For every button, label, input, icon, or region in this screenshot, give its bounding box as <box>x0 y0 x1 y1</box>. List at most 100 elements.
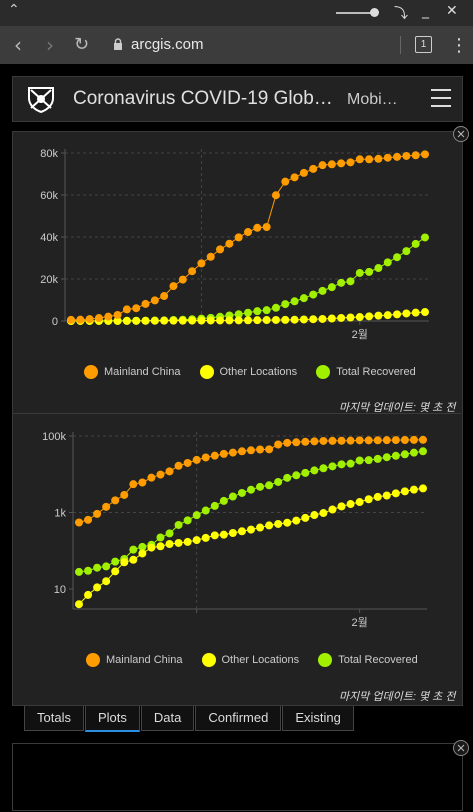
chevron-up-icon[interactable]: ⌃ <box>8 2 20 18</box>
legend-item-mainland-china[interactable]: Mainland China <box>86 653 182 667</box>
data-point <box>327 314 336 323</box>
data-point <box>120 558 129 567</box>
legend-dot-icon <box>316 365 331 379</box>
data-point <box>283 473 292 482</box>
data-point <box>225 316 234 325</box>
legend-item-other-locations[interactable]: Other Locations <box>199 365 297 379</box>
data-point <box>129 545 138 554</box>
data-point <box>201 533 210 542</box>
data-point <box>318 314 327 323</box>
data-point <box>310 437 319 446</box>
data-point <box>206 316 215 325</box>
close-icon[interactable]: ✕ <box>446 3 458 19</box>
data-point <box>301 468 310 477</box>
y-tick-label: 1k <box>54 507 66 519</box>
data-point <box>156 533 165 542</box>
legend-label: Mainland China <box>104 365 181 378</box>
data-point <box>319 436 328 445</box>
rotate-icon[interactable]: ⤵ <box>394 6 408 22</box>
data-point <box>244 316 252 325</box>
legend-label: Total Recovered <box>338 653 418 666</box>
more-options-icon[interactable]: ⋮ <box>450 35 468 56</box>
data-point <box>337 313 346 322</box>
panel-tabs: Totals Plots Data Confirmed Existing <box>24 706 355 732</box>
forward-icon[interactable]: › <box>46 33 54 57</box>
minimize-icon[interactable]: _ <box>422 3 429 19</box>
legend-item-total-recovered[interactable]: Total Recovered <box>316 365 416 379</box>
legend-item-other-locations[interactable]: Other Locations <box>201 653 299 667</box>
data-point <box>147 543 156 552</box>
legend-item-total-recovered[interactable]: Total Recovered <box>318 653 418 667</box>
legend-item-mainland-china[interactable]: Mainland China <box>84 365 180 379</box>
data-point <box>188 316 197 325</box>
data-point <box>183 458 192 467</box>
hamburger-menu-icon[interactable] <box>431 89 451 107</box>
data-point <box>411 239 420 248</box>
y-tick-label: 10 <box>54 584 66 596</box>
legend-top: Mainland China Other Locations Total Rec… <box>84 365 432 379</box>
data-point <box>262 306 271 315</box>
data-point <box>421 150 429 159</box>
data-point <box>201 453 210 462</box>
data-point <box>216 245 225 254</box>
data-point <box>383 258 392 267</box>
tab-totals[interactable]: Totals <box>24 706 84 731</box>
data-point <box>122 305 131 314</box>
back-icon[interactable]: ‹ <box>14 33 22 57</box>
data-point <box>265 445 274 454</box>
data-point <box>309 164 318 173</box>
data-point <box>411 151 420 160</box>
legend-dot-icon <box>199 365 214 379</box>
y-tick-label: 40k <box>40 232 58 244</box>
chart-divider <box>12 413 461 414</box>
data-point <box>219 449 228 458</box>
data-point <box>382 436 391 445</box>
data-point <box>75 567 83 576</box>
data-point <box>178 316 187 325</box>
data-point <box>219 496 228 505</box>
tab-confirmed[interactable]: Confirmed <box>195 706 282 731</box>
x-tick-label: 2월 <box>352 616 368 629</box>
volume-slider-knob[interactable] <box>370 8 379 17</box>
data-point <box>265 481 274 490</box>
data-point <box>113 316 122 325</box>
data-point <box>382 453 391 462</box>
data-point <box>85 315 94 324</box>
data-point <box>256 445 265 454</box>
data-point <box>409 485 418 494</box>
tab-existing[interactable]: Existing <box>282 706 354 731</box>
data-point <box>129 555 138 564</box>
data-point <box>421 233 429 242</box>
data-point <box>210 531 219 540</box>
data-point <box>192 455 201 464</box>
y-tick-label: 100k <box>42 431 66 443</box>
tab-count-button[interactable]: 1 <box>415 36 432 53</box>
data-point <box>271 315 280 324</box>
data-point <box>292 438 301 447</box>
data-point <box>319 509 328 518</box>
tab-data[interactable]: Data <box>140 706 195 731</box>
y-tick-label: 0 <box>52 316 58 328</box>
url-text[interactable]: arcgis.com <box>131 36 204 53</box>
reload-icon[interactable]: ↻ <box>74 34 90 55</box>
volume-slider-track[interactable] <box>336 12 374 14</box>
data-point <box>327 283 336 292</box>
data-point <box>290 297 299 306</box>
data-point <box>409 448 418 457</box>
data-point <box>346 500 355 509</box>
data-point <box>206 252 215 261</box>
expand-panel-icon[interactable] <box>453 126 469 142</box>
data-point <box>400 436 409 445</box>
data-point <box>290 315 299 324</box>
data-point <box>327 160 336 169</box>
data-point <box>165 467 174 476</box>
data-point <box>234 233 243 242</box>
expand-panel-icon[interactable] <box>453 740 469 756</box>
data-point <box>219 530 228 539</box>
data-point <box>111 496 120 505</box>
data-point <box>271 191 280 200</box>
tab-plots[interactable]: Plots <box>84 706 140 732</box>
data-point <box>365 155 374 164</box>
data-point <box>93 583 102 592</box>
data-point <box>346 313 355 322</box>
